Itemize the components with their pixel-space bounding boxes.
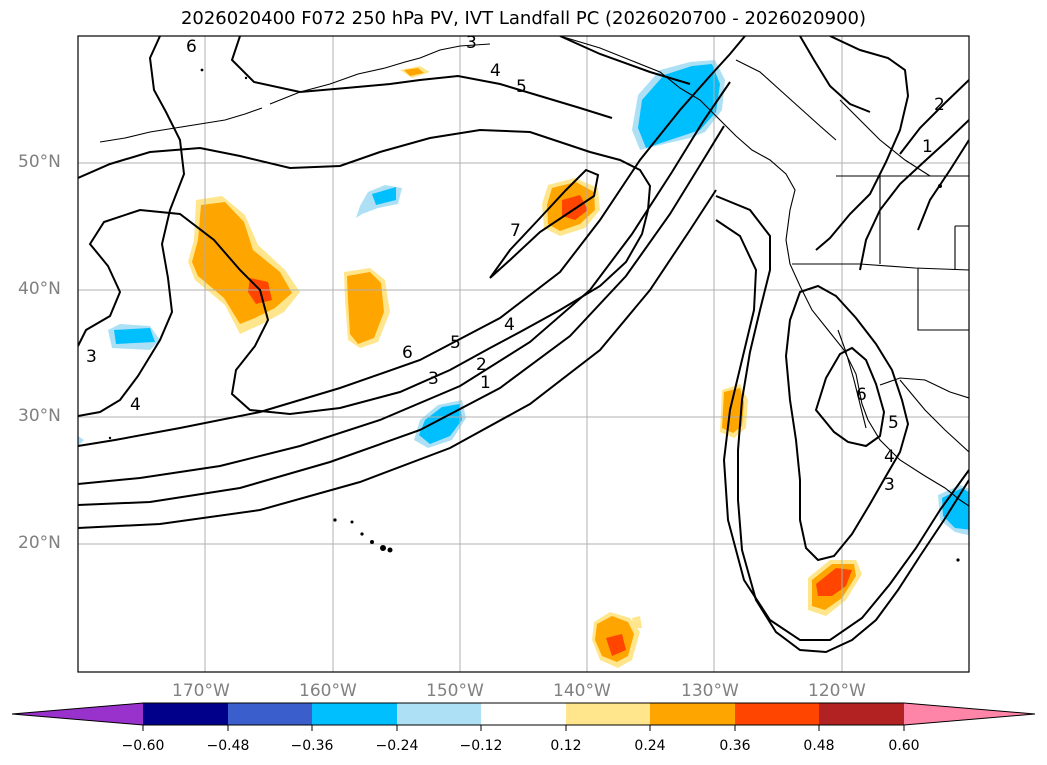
- map-frame: [77, 35, 970, 673]
- contour-labels: 6 3 4 5 7 6 5 4 2 3 1 3 4 2 1 6 5 4 3: [86, 33, 945, 495]
- colorbar-tick-label: −0.12: [459, 738, 503, 754]
- latitude-label: 30°N: [18, 406, 61, 426]
- contour-label: 6: [186, 37, 197, 57]
- contour-label: 1: [922, 137, 933, 157]
- contour-label: 7: [510, 221, 521, 241]
- contour-label: 6: [402, 343, 413, 363]
- longitude-label: 170°W: [172, 681, 230, 701]
- colorbar-swatch: [819, 703, 904, 725]
- colorbar-tick-label: 0.24: [634, 738, 666, 754]
- contour-label: 4: [490, 61, 501, 81]
- colorbar-tick-label: 0.48: [803, 738, 835, 754]
- ivt-contours: [78, 36, 969, 654]
- latitude-label: 20°N: [18, 533, 61, 553]
- contour-label: 5: [516, 77, 527, 97]
- longitude-label: 120°W: [808, 681, 866, 701]
- map-panel: [78, 36, 969, 672]
- colorbar-tick-label: −0.24: [375, 738, 419, 754]
- colorbar-tick-label: −0.60: [121, 738, 165, 754]
- colorbar-tick-label: 0.60: [888, 738, 920, 754]
- colorbar-tick-label: 0.36: [719, 738, 751, 754]
- colorbar-swatch: [650, 703, 735, 725]
- latitude-label: 50°N: [18, 152, 61, 172]
- colorbar-swatch: [566, 703, 650, 725]
- contour-label: 2: [934, 95, 945, 115]
- colorbar-extend-high: [904, 703, 1035, 725]
- colorbar-swatch: [228, 703, 312, 725]
- colorbar-swatch: [143, 703, 228, 725]
- contour-label: 3: [884, 475, 895, 495]
- colorbar-tick-label: −0.36: [290, 738, 334, 754]
- longitude-label: 140°W: [553, 681, 611, 701]
- colorbar: [11, 702, 1036, 731]
- colorbar-swatch: [735, 703, 819, 725]
- colorbar-swatch: [312, 703, 397, 725]
- colorbar-swatch: [397, 703, 481, 725]
- contour-label: 4: [884, 447, 895, 467]
- coastlines: [99, 36, 969, 507]
- contour-label: 4: [130, 395, 141, 415]
- contour-label: 3: [86, 347, 97, 367]
- graticule: [78, 36, 969, 672]
- colorbar-tick-label: 0.12: [550, 738, 582, 754]
- pv-shading: [78, 60, 969, 668]
- contour-label: 5: [450, 333, 461, 353]
- map-title: 2026020400 F072 250 hPa PV, IVT Landfall…: [180, 8, 867, 29]
- colorbar-extend-low: [12, 703, 143, 725]
- contour-label: 5: [888, 413, 899, 433]
- contour-label: 3: [466, 33, 477, 53]
- longitude-label: 160°W: [299, 681, 357, 701]
- contour-label: 4: [504, 315, 515, 335]
- latitude-label: 40°N: [18, 279, 61, 299]
- colorbar-tick-label: −0.48: [206, 738, 250, 754]
- colorbar-swatch: [481, 703, 566, 725]
- contour-label: 6: [856, 385, 867, 405]
- contour-label: 3: [428, 369, 439, 389]
- longitude-label: 150°W: [426, 681, 484, 701]
- contour-label: 1: [480, 373, 491, 393]
- longitude-label: 130°W: [681, 681, 739, 701]
- contour-label: 2: [476, 355, 487, 375]
